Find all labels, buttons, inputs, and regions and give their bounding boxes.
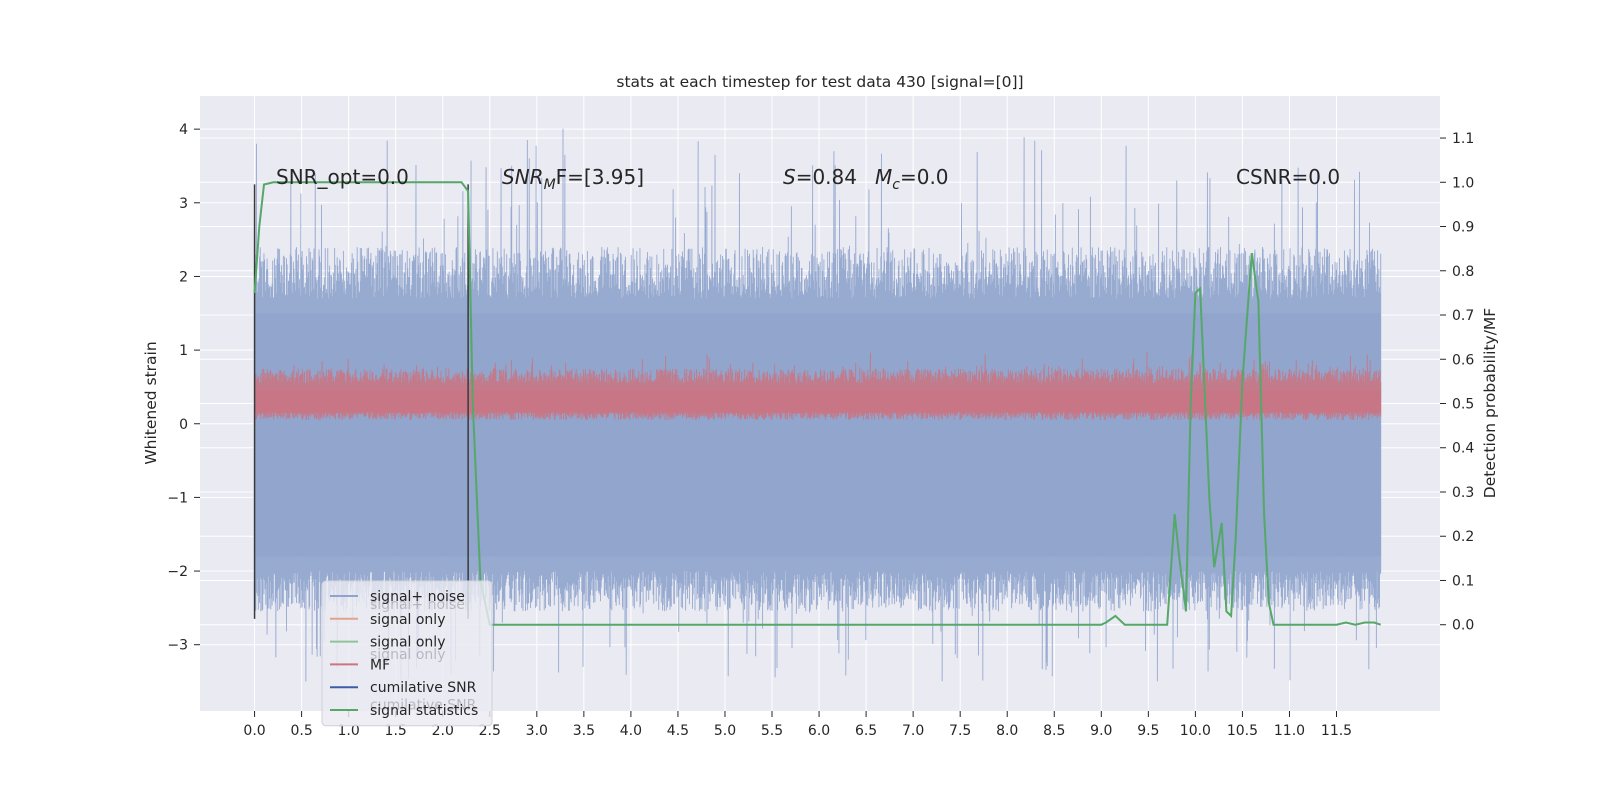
x-tick-label: 7.5: [949, 723, 971, 739]
x-tick-label: 0.0: [243, 723, 265, 739]
annotation-mc-label: M: [875, 165, 892, 189]
x-tick-label: 10.5: [1227, 723, 1258, 739]
y-right-tick-label: 1.1: [1452, 131, 1474, 147]
legend-label: signal+ noise: [370, 589, 465, 605]
x-tick-label: 9.5: [1137, 723, 1159, 739]
x-tick-label: 5.0: [714, 723, 736, 739]
x-tick-label: 2.0: [432, 723, 454, 739]
y-left-axis: −3 −2 −1 0 1 2 3 4: [167, 122, 200, 654]
annotation-snr-mf-sub: M: [544, 177, 556, 193]
y-right-tick-label: 0.7: [1452, 308, 1474, 324]
annotation-s-mc: S=0.84 Mc=0.0: [783, 165, 949, 193]
x-tick-label: 7.0: [902, 723, 924, 739]
annotation-snr-mf-main: SNR: [502, 165, 544, 189]
x-tick-label: 9.0: [1090, 723, 1112, 739]
y-right-tick-label: 0.2: [1452, 529, 1474, 545]
x-tick-label: 8.0: [996, 723, 1018, 739]
x-tick-label: 6.5: [855, 723, 877, 739]
y-right-tick-label: 0.9: [1452, 220, 1474, 236]
x-tick-label: 3.0: [526, 723, 548, 739]
y-right-tick-label: 0.5: [1452, 397, 1474, 413]
y-left-tick-label: −1: [167, 490, 188, 506]
legend-label: signal only: [370, 612, 445, 628]
y-left-label: Whitened strain: [142, 341, 160, 464]
x-tick-label: 5.5: [761, 723, 783, 739]
y-right-tick-label: 0.3: [1452, 485, 1474, 501]
annotations: SNR_opt=0.0 SNRMF=[3.95] S=0.84 Mc=0.0 CS…: [276, 165, 1340, 193]
x-tick-label: 6.0: [808, 723, 830, 739]
annotation-mc-sub: c: [892, 177, 900, 193]
x-tick-label: 0.5: [290, 723, 312, 739]
x-tick-label: 8.5: [1043, 723, 1065, 739]
x-tick-label: 4.5: [667, 723, 689, 739]
y-right-tick-label: 0.0: [1452, 618, 1474, 634]
y-left-tick-label: 4: [179, 122, 188, 138]
x-tick-label: 1.5: [385, 723, 407, 739]
x-tick-label: 1.0: [338, 723, 360, 739]
x-tick-label: 10.0: [1180, 723, 1211, 739]
y-right-axis: 0.0 0.1 0.2 0.3 0.4 0.5 0.6 0.7 0.8 0.9 1.0 1.1: [1440, 131, 1474, 634]
mf-core-band: [254, 390, 1381, 413]
legend-ghost-text: cumilative SNR: [370, 697, 477, 713]
x-tick-label: 11.5: [1321, 723, 1352, 739]
annotation-csnr: CSNR=0.0: [1236, 165, 1340, 189]
y-right-tick-label: 1.0: [1452, 175, 1474, 191]
annotation-mc-value: =0.0: [900, 165, 949, 189]
annotation-snr-mf: SNRMF=[3.95]: [502, 165, 644, 193]
legend-ghost-text: signal+ noise: [370, 597, 465, 613]
y-right-tick-label: 0.1: [1452, 573, 1474, 589]
x-tick-label: 4.0: [620, 723, 642, 739]
annotation-s-label: S: [783, 165, 796, 189]
annotation-s-value: =0.84: [796, 165, 857, 189]
y-left-tick-label: 1: [179, 343, 188, 359]
y-left-tick-label: −3: [167, 638, 188, 654]
y-left-tick-label: 3: [179, 196, 188, 212]
legend-label: signal only: [370, 635, 445, 651]
annotation-snr-mf-rest: F=[3.95]: [556, 165, 644, 189]
legend-ghost-text: signal only: [370, 647, 445, 663]
y-right-tick-label: 0.6: [1452, 352, 1474, 368]
annotation-snr-opt: SNR_opt=0.0: [276, 165, 409, 189]
chart-title: stats at each timestep for test data 430…: [616, 73, 1023, 91]
legend-label: cumilative SNR: [370, 680, 477, 696]
y-left-tick-label: 0: [179, 417, 188, 433]
legend-label: signal statistics: [370, 703, 478, 719]
data-layer: [253, 128, 1382, 682]
y-right-tick-label: 0.4: [1452, 441, 1474, 457]
x-tick-label: 2.5: [479, 723, 501, 739]
y-right-label: Detection probability/MF: [1481, 308, 1499, 499]
y-left-tick-label: −2: [167, 564, 188, 580]
y-left-tick-label: 2: [179, 269, 188, 285]
x-tick-label: 11.0: [1274, 723, 1305, 739]
x-axis: 0.0 0.5 1.0 1.5 2.0 2.5 3.0 3.5 4.0 4.5 5.0 5.5 6.0 6…: [243, 711, 1352, 739]
legend-label: MF: [370, 657, 390, 673]
legend-box: [321, 580, 493, 727]
x-tick-label: 3.5: [573, 723, 595, 739]
y-right-tick-label: 0.8: [1452, 264, 1474, 280]
